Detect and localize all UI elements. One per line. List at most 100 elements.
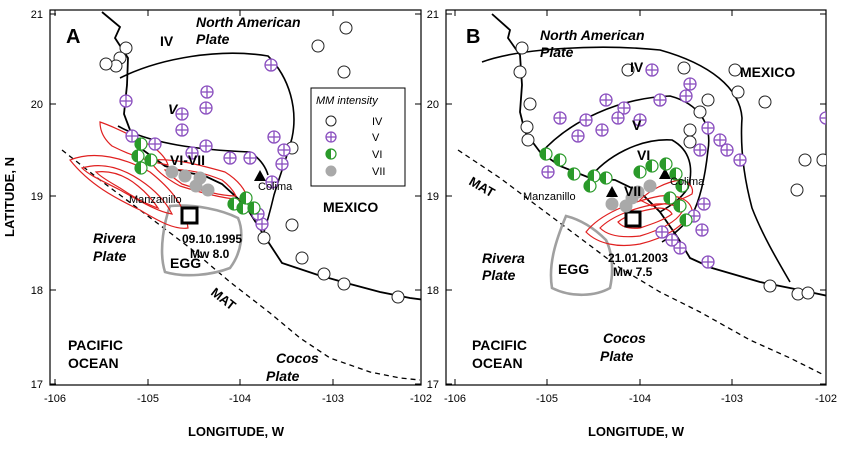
pacific-ocean-label-2: OCEAN (472, 355, 523, 371)
y-tick-label: 21 (427, 9, 439, 21)
cocos-plate-label-2: Plate (266, 368, 300, 384)
intensity-v-marker (325, 131, 337, 143)
x-tick-label: -104 (229, 393, 251, 405)
intensity-v-marker (633, 113, 647, 127)
legend-symbols (325, 115, 337, 177)
intensity-iv-marker (99, 57, 113, 71)
intensity-vi-marker (134, 137, 148, 151)
intensity-vi-marker (645, 159, 659, 173)
legend-title: MM intensity (316, 95, 379, 107)
panel-a-frame (49, 9, 422, 386)
legend: MM intensity IV V VI VII (310, 87, 406, 187)
rivera-plate-label-1: Rivera (93, 230, 136, 246)
x-tick-label: -105 (137, 393, 159, 405)
intensity-v-marker (125, 129, 139, 143)
intensity-v-marker (693, 143, 707, 157)
intensity-iv-marker (683, 123, 697, 137)
intensity-v-marker (617, 101, 631, 115)
intensity-iv-marker (339, 21, 353, 35)
y-tick-label: 17 (31, 379, 43, 391)
zone-iv-label: IV (160, 33, 174, 49)
x-tick-label: -103 (721, 393, 743, 405)
intensity-vi-marker (659, 157, 673, 171)
intensity-iv-marker (677, 61, 691, 75)
volcano-icon (606, 186, 618, 197)
intensity-v-marker (200, 85, 214, 99)
slip-contour (94, 171, 160, 210)
intensity-iv-marker (337, 277, 351, 291)
event-date-label: 09.10.1995 (182, 232, 242, 246)
panel-a-ticks: -106 -105 -104 -103 -102 21 20 19 18 17 (31, 9, 432, 405)
egg-label: EGG (558, 261, 589, 277)
intensity-iv-marker (701, 93, 715, 107)
intensity-vi-marker (663, 191, 677, 205)
intensity-iv-marker (119, 41, 133, 55)
intensity-v-marker (655, 225, 669, 239)
intensity-observations-b (513, 41, 826, 301)
intensity-iv-marker (693, 105, 707, 119)
y-axis-label: LATITUDE, N (2, 157, 17, 237)
intensity-v-marker (199, 101, 213, 115)
cocos-plate-label-2: Plate (600, 348, 634, 364)
slip-contour (80, 165, 174, 215)
intensity-vi-marker (633, 165, 647, 179)
epicenter-square (180, 206, 199, 225)
intensity-v-marker (579, 113, 593, 127)
x-axis-label-a: LONGITUDE, W (188, 424, 285, 439)
y-tick-label: 20 (427, 99, 439, 111)
mat-label: MAT (208, 285, 239, 314)
intensity-v-marker (267, 130, 281, 144)
intensity-iv-marker (515, 41, 529, 55)
intensity-v-marker (733, 153, 747, 167)
intensity-vi-marker (567, 167, 581, 181)
x-tick-label: -102 (815, 393, 837, 405)
intensity-v-marker (665, 233, 679, 247)
slip-contour (617, 207, 673, 229)
mexico-label: MEXICO (323, 199, 378, 215)
intensity-observations-a (99, 21, 405, 304)
intensity-v-marker (148, 137, 162, 151)
intensity-iv-marker (285, 218, 299, 232)
intensity-iv-marker (325, 115, 337, 127)
legend-label-vii: VII (372, 166, 385, 178)
intensity-vi-marker (134, 161, 148, 175)
zone-v-label: V (168, 101, 179, 117)
panel-a-map (61, 11, 421, 381)
intensity-iv-marker (513, 65, 527, 79)
y-tick-label: 19 (427, 191, 439, 203)
x-tick-label: -103 (322, 393, 344, 405)
intensity-v-marker (255, 217, 269, 231)
y-tick-label: 18 (427, 285, 439, 297)
egg-outline (160, 204, 243, 277)
intensity-iv-marker (295, 251, 309, 265)
manzanillo-label: Manzanillo (129, 194, 182, 206)
colima-label: Colima (670, 176, 705, 188)
slip-contour (69, 154, 189, 229)
cocos-plate-label-1: Cocos (276, 350, 319, 366)
intensity-v-marker (185, 146, 199, 160)
intensity-v-marker (175, 107, 189, 121)
intensity-v-marker (553, 111, 567, 125)
intensity-v-marker (819, 111, 826, 125)
intensity-v-marker (595, 123, 609, 137)
intensity-iv-marker (816, 153, 826, 167)
intensity-vi-marker (673, 199, 687, 213)
panel-a-label: A (66, 26, 80, 48)
x-tick-label: -105 (536, 393, 558, 405)
intensity-v-marker (701, 121, 715, 135)
intensity-iv-marker (758, 95, 772, 109)
intensity-iv-marker (801, 286, 815, 300)
intensity-iv-marker (731, 85, 745, 99)
intensity-v-marker (720, 143, 734, 157)
panel-b-label: B (466, 26, 480, 48)
x-tick-label: -102 (410, 393, 432, 405)
pacific-ocean-label-1: PACIFIC (68, 337, 123, 353)
zone-vi-vii-label: VI-VII (170, 152, 205, 168)
legend-label-v: V (372, 132, 380, 144)
panel-b-map (457, 13, 826, 376)
na-plate-label-1: North American (196, 14, 301, 30)
intensity-vii-marker (165, 165, 179, 179)
panel-b-ticks: -106 -105 -104 -103 -102 21 20 19 18 17 (427, 9, 837, 405)
intensity-v-marker (264, 58, 278, 72)
